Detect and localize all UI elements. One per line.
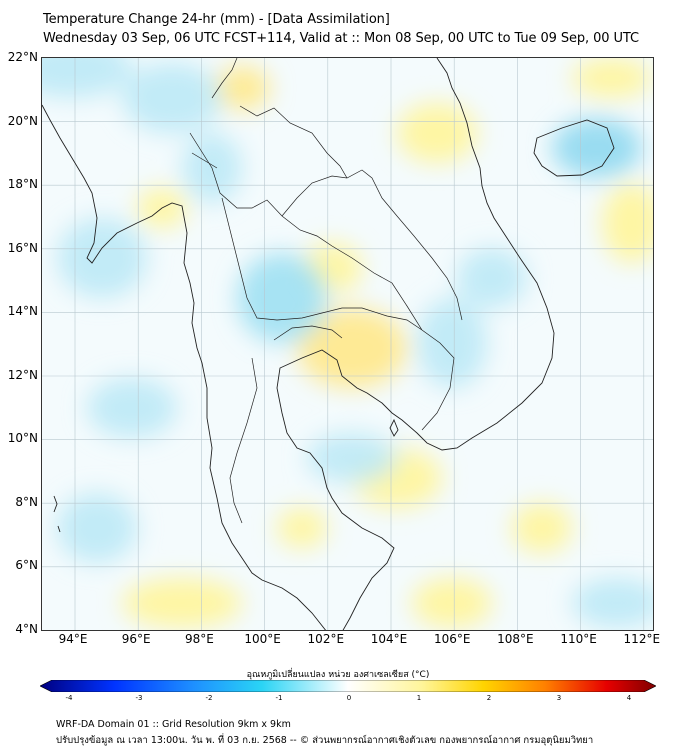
phu-quoc-island <box>389 418 399 437</box>
temperature-anomaly-patch <box>397 103 477 163</box>
longitude-label: 94°E <box>58 632 88 646</box>
latitude-label: 8°N <box>15 494 38 509</box>
colorbar-tick-label: -1 <box>275 694 283 702</box>
longitude-label: 104°E <box>370 632 408 646</box>
colorbar-tick-label: 4 <box>626 694 632 702</box>
latitude-label: 12°N <box>7 367 38 382</box>
andaman-islands <box>53 495 61 533</box>
temperature-anomaly-patch <box>297 308 407 388</box>
coastlines-and-borders <box>42 58 615 630</box>
internal-borders <box>189 58 463 524</box>
model-info-text: WRF-DA Domain 01 :: Grid Resolution 9km … <box>56 719 291 730</box>
temperature-change-field <box>42 58 653 628</box>
latitude-label: 18°N <box>7 177 38 191</box>
temperature-anomaly-patch <box>457 248 527 308</box>
graticule <box>42 58 653 630</box>
colorbar-tick-label: 1 <box>416 694 422 702</box>
temperature-anomaly-patch <box>572 58 652 98</box>
temperature-anomaly-patch <box>417 298 487 388</box>
longitude-label: 96°E <box>121 632 151 646</box>
latitude-label: 10°N <box>7 431 38 445</box>
map-panel <box>41 57 654 631</box>
map-subtitle: Wednesday 03 Sep, 06 UTC FCST+114, Valid… <box>43 31 639 46</box>
latitude-label: 4°N <box>15 621 38 636</box>
colorbar <box>40 680 656 692</box>
temperature-anomaly-patch <box>277 508 327 548</box>
colorbar-tick-label: 3 <box>556 694 562 702</box>
latitude-label: 22°N <box>7 50 38 64</box>
temperature-anomaly-patch <box>42 58 132 98</box>
temperature-anomaly-patch <box>87 378 177 438</box>
colorbar-tick-label: -3 <box>135 694 143 702</box>
colorbar-title: อุณหภูมิเปลี่ยนแปลง หน่วย องศาเซลเซียส (… <box>246 670 430 680</box>
longitude-label: 110°E <box>560 632 597 646</box>
longitude-label: 98°E <box>184 632 214 646</box>
temperature-anomaly-patch <box>602 183 653 263</box>
longitude-label: 102°E <box>307 632 345 646</box>
colorbar-tick-label: -2 <box>205 694 213 702</box>
temperature-anomaly-patch <box>57 493 137 563</box>
temperature-anomaly-patch <box>412 578 492 628</box>
longitude-label: 100°E <box>244 632 281 646</box>
temperature-anomaly-patch <box>572 578 653 628</box>
temperature-anomaly-patch <box>57 218 147 298</box>
temperature-anomaly-patch <box>237 253 327 343</box>
latitude-label: 16°N <box>7 240 38 255</box>
temperature-anomaly-patch <box>214 66 270 110</box>
longitude-label: 108°E <box>497 632 534 646</box>
latitude-label: 20°N <box>7 113 38 128</box>
hainan-island <box>533 119 615 177</box>
temperature-change-map <box>42 58 653 630</box>
temperature-anomaly-patch <box>512 503 572 553</box>
temperature-anomaly-patch <box>122 578 242 628</box>
temperature-anomaly-patch <box>307 433 397 483</box>
colorbar-tick-label: 0 <box>346 694 352 702</box>
longitude-label: 112°E <box>623 632 661 646</box>
map-title: Temperature Change 24-hr (mm) - [Data As… <box>43 12 390 27</box>
colorbar-tick-label: -4 <box>65 694 73 702</box>
colorbar-gradient <box>40 680 656 692</box>
credit-text: ปรับปรุงข้อมูล ณ เวลา 13:00น. วัน พ. ที่… <box>56 735 594 746</box>
latitude-label: 6°N <box>15 558 38 572</box>
mainland-coastline <box>42 58 555 630</box>
temperature-anomaly-patch <box>552 118 642 178</box>
temperature-anomaly-patch <box>122 63 222 133</box>
longitude-label: 106°E <box>433 632 471 646</box>
latitude-label: 14°N <box>7 304 38 318</box>
colorbar-tick-label: 2 <box>486 694 492 702</box>
